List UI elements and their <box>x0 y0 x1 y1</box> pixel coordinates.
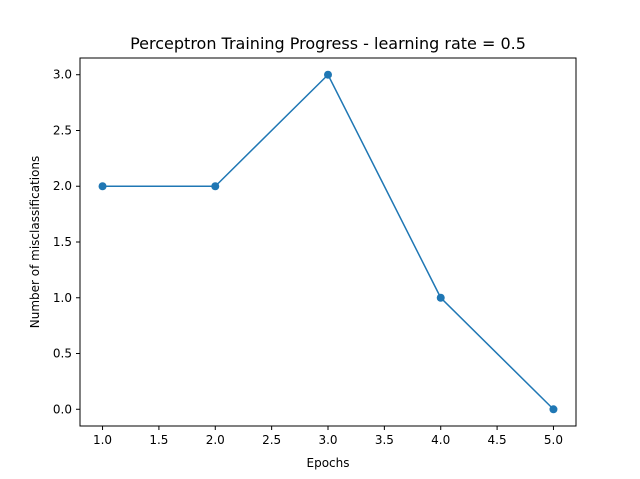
x-tick-label: 3.5 <box>375 433 394 447</box>
x-tick-label: 4.5 <box>488 433 507 447</box>
y-tick-label: 0.0 <box>53 402 72 416</box>
data-point <box>211 182 220 191</box>
data-point <box>324 70 332 79</box>
y-tick-label: 2.5 <box>53 123 72 137</box>
y-tick-label: 0.5 <box>53 347 72 361</box>
y-tick-label: 2.0 <box>53 179 72 193</box>
data-point <box>98 182 107 191</box>
y-tick-label: 1.5 <box>53 235 72 249</box>
y-tick-label: 1.0 <box>53 291 72 305</box>
x-tick-label: 4.0 <box>431 433 450 447</box>
data-point <box>436 293 445 302</box>
x-tick-label: 5.0 <box>544 433 563 447</box>
x-tick-label: 1.0 <box>93 433 112 447</box>
plot-area <box>98 70 558 414</box>
x-axis-label: Epochs <box>307 456 350 470</box>
y-tick-label: 3.0 <box>53 68 72 82</box>
x-tick-label: 2.0 <box>206 433 225 447</box>
x-tick-label: 2.5 <box>262 433 281 447</box>
data-point <box>549 405 558 414</box>
chart-title: Perceptron Training Progress - learning … <box>130 34 526 53</box>
x-tick-label: 3.0 <box>318 433 337 447</box>
y-axis-label: Number of misclassifications <box>28 156 42 329</box>
x-tick-label: 1.5 <box>149 433 168 447</box>
